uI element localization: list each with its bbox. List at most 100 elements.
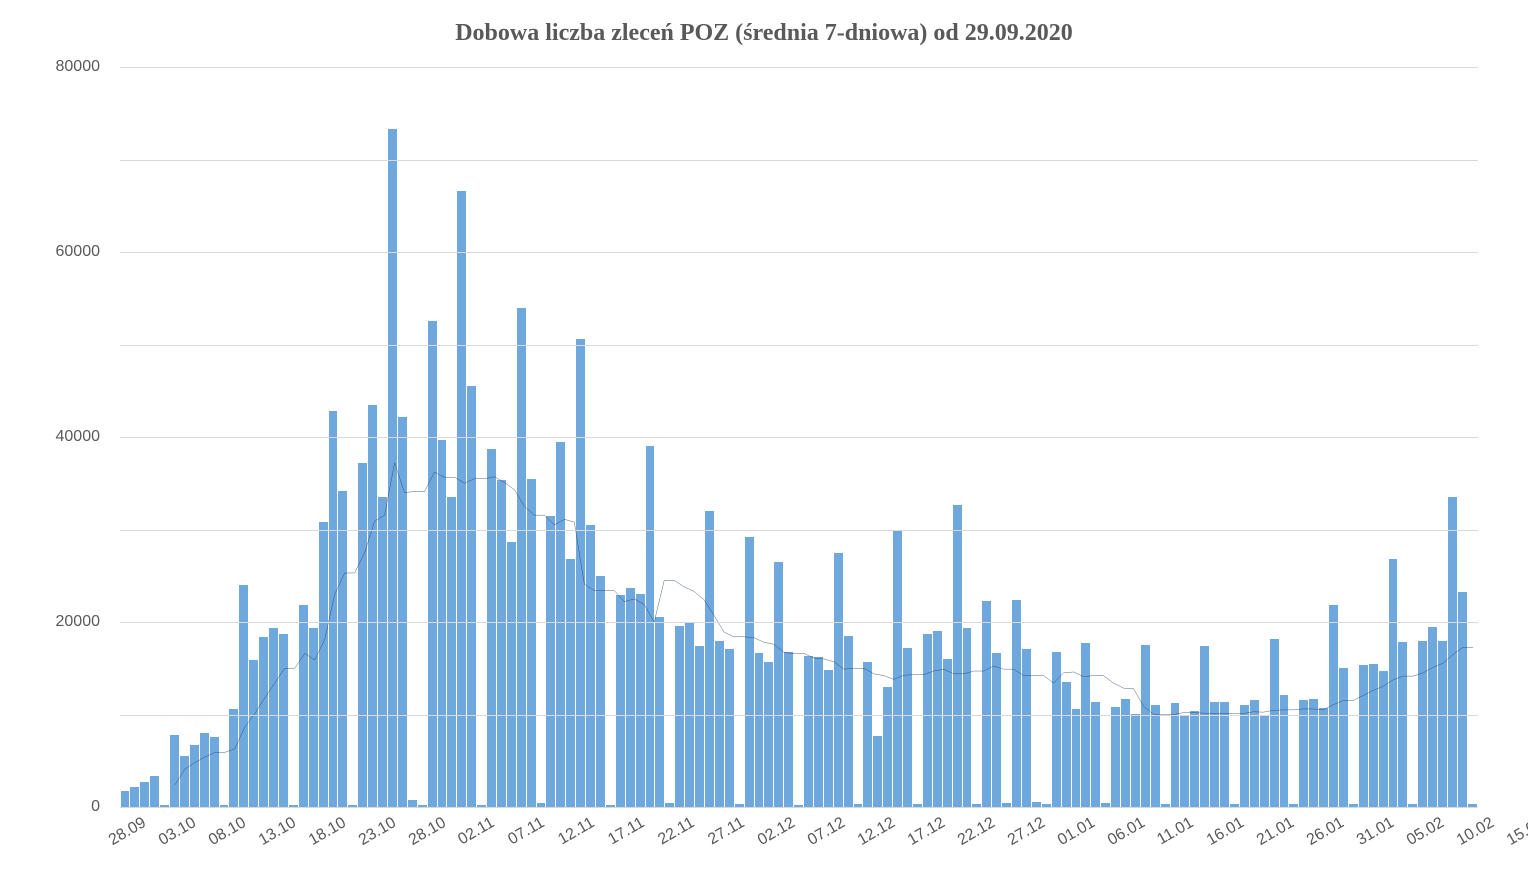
bar <box>239 585 248 807</box>
bar <box>517 308 526 808</box>
bar <box>1171 703 1180 807</box>
bar <box>933 631 942 807</box>
bar <box>200 733 209 807</box>
bar <box>269 628 278 807</box>
x-tick-label: 21.01 <box>1254 814 1298 850</box>
x-tick-label: 27.12 <box>1004 814 1048 850</box>
bar <box>467 386 476 807</box>
bar <box>1260 715 1269 807</box>
bar <box>844 636 853 807</box>
bar <box>586 525 595 807</box>
x-tick-label: 08.10 <box>206 814 250 850</box>
bar <box>210 737 219 807</box>
grid-line <box>120 67 1478 68</box>
bar <box>1458 592 1467 807</box>
bar <box>1389 559 1398 807</box>
bar <box>130 787 139 807</box>
bar <box>121 791 130 807</box>
bar <box>863 662 872 807</box>
bar <box>675 626 684 807</box>
bar <box>259 637 268 807</box>
bar <box>319 522 328 807</box>
bar <box>893 530 902 808</box>
bar <box>358 463 367 807</box>
bar <box>824 670 833 807</box>
x-tick-label: 02.12 <box>755 814 799 850</box>
x-tick-label: 02.11 <box>456 814 499 849</box>
bar <box>725 649 734 807</box>
x-tick-label: 22.12 <box>955 814 999 850</box>
bar <box>1280 695 1289 807</box>
bar <box>814 657 823 807</box>
bar <box>408 800 417 807</box>
x-tick-label: 27.11 <box>705 814 748 849</box>
bar <box>883 687 892 807</box>
bar <box>1141 645 1150 807</box>
bar <box>1329 605 1338 807</box>
x-tick-label: 17.11 <box>606 814 649 849</box>
x-tick-label: 07.12 <box>805 814 849 850</box>
chart-title: Dobowa liczba zleceń POZ (średnia 7-dnio… <box>20 20 1508 47</box>
bar <box>992 653 1001 807</box>
bar <box>953 505 962 807</box>
bar <box>1359 665 1368 807</box>
bar <box>982 601 991 807</box>
bar <box>804 656 813 807</box>
x-tick-label: 06.01 <box>1104 814 1148 850</box>
bar <box>1319 708 1328 807</box>
bar <box>616 595 625 807</box>
bar <box>229 709 238 807</box>
x-axis: 28.0903.1008.1013.1018.1023.1028.1002.11… <box>120 807 1478 857</box>
bar <box>745 537 754 807</box>
y-tick-label: 60000 <box>56 243 101 261</box>
bar <box>705 511 714 807</box>
grid-line-minor <box>120 345 1478 346</box>
bar <box>1091 702 1100 807</box>
bar <box>1200 646 1209 807</box>
bar <box>1339 668 1348 807</box>
bar <box>556 442 565 807</box>
bar <box>1418 641 1427 808</box>
bar <box>378 497 387 807</box>
bar <box>655 617 664 807</box>
x-tick-label: 12.11 <box>556 814 599 849</box>
bar <box>140 782 149 807</box>
bar <box>150 776 159 807</box>
x-tick-label: 23.10 <box>355 814 399 850</box>
bar <box>943 659 952 807</box>
bar <box>834 553 843 807</box>
bar <box>1151 705 1160 807</box>
bar <box>596 576 605 807</box>
bar <box>438 440 447 807</box>
bar <box>1210 702 1219 807</box>
bar <box>963 628 972 807</box>
bar <box>309 628 318 807</box>
bar <box>903 648 912 807</box>
bar <box>1131 714 1140 807</box>
x-tick-label: 16.01 <box>1204 814 1248 850</box>
x-tick-label: 28.09 <box>106 814 150 850</box>
bar <box>784 652 793 807</box>
x-tick-label: 18.10 <box>306 814 350 850</box>
grid-line <box>120 437 1478 438</box>
bar <box>774 562 783 807</box>
y-tick-label: 0 <box>91 798 100 816</box>
bar <box>755 653 764 807</box>
plot-area: 020000400006000080000 <box>120 67 1478 807</box>
bar <box>546 516 555 807</box>
bar <box>1111 707 1120 807</box>
bar <box>636 594 645 807</box>
bar <box>1022 649 1031 807</box>
bar <box>527 479 536 807</box>
bar <box>1448 497 1457 807</box>
bar <box>566 559 575 807</box>
y-axis: 020000400006000080000 <box>40 67 110 807</box>
x-tick-label: 15.02 <box>1504 814 1528 850</box>
x-tick-label: 26.01 <box>1304 814 1348 850</box>
bar <box>576 339 585 807</box>
bar <box>1081 643 1090 807</box>
bar <box>1180 715 1189 808</box>
bar <box>1369 664 1378 807</box>
bar <box>388 129 397 807</box>
bar <box>338 491 347 807</box>
